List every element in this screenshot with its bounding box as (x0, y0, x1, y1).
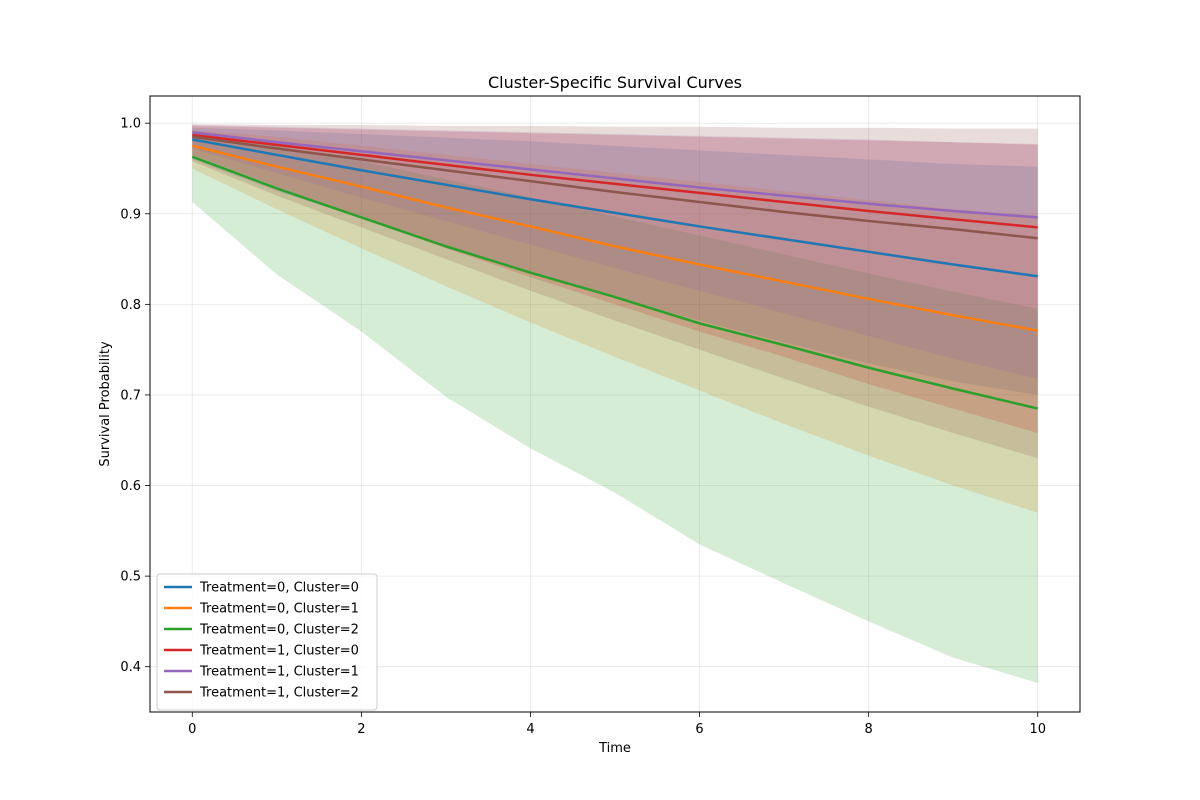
y-tick-label: 0.9 (120, 207, 141, 222)
survival-line-series-0 (192, 138, 1038, 278)
survival-line-series-2 (191, 155, 1039, 410)
x-tick-label: 8 (864, 722, 872, 737)
legend-entry-label: Treatment=0, Cluster=1 (199, 602, 359, 617)
legend-entry-label: Treatment=0, Cluster=2 (199, 623, 359, 638)
plot-area-frame (149, 95, 1081, 713)
confidence-band-series-2 (192, 132, 1038, 684)
confidence-band-series-0 (192, 127, 1038, 395)
axis-ticks: 0 2 4 6 8 10 0.4 0.5 0.6 0.7 0.8 0.9 1.0 (120, 117, 1046, 737)
y-tick-label: 0.8 (120, 298, 141, 313)
chart-title: Cluster-Specific Survival Curves (488, 73, 742, 92)
y-tick-label: 1.0 (120, 117, 141, 132)
y-axis-label: Survival Probability (98, 341, 113, 467)
confidence-band-series-1 (192, 130, 1038, 513)
survival-line-series-3 (192, 133, 1038, 229)
y-tick-label: 0.5 (120, 570, 141, 585)
legend-entry-label: Treatment=1, Cluster=1 (199, 665, 359, 680)
y-tick-label: 0.4 (120, 660, 141, 675)
x-tick-label: 10 (1029, 722, 1046, 737)
legend-entry-label: Treatment=1, Cluster=0 (199, 644, 359, 659)
survival-lines (191, 130, 1039, 410)
legend-entry-label: Treatment=1, Cluster=2 (199, 686, 359, 701)
x-tick-label: 4 (526, 722, 534, 737)
confidence-band-series-4 (192, 124, 1038, 379)
legend: Treatment=0, Cluster=0 Treatment=0, Clust… (156, 573, 378, 711)
x-tick-label: 6 (695, 722, 703, 737)
survival-line-series-1 (191, 144, 1038, 332)
y-tick-label: 0.6 (120, 479, 141, 494)
survival-line-series-4 (192, 130, 1038, 219)
y-tick-label: 0.7 (120, 388, 141, 403)
x-tick-label: 0 (188, 722, 196, 737)
x-tick-label: 2 (357, 722, 365, 737)
x-axis-label: Time (598, 741, 631, 756)
legend-entry-label: Treatment=0, Cluster=0 (199, 581, 359, 596)
survival-line-series-5 (192, 135, 1038, 240)
legend-box (156, 573, 378, 711)
